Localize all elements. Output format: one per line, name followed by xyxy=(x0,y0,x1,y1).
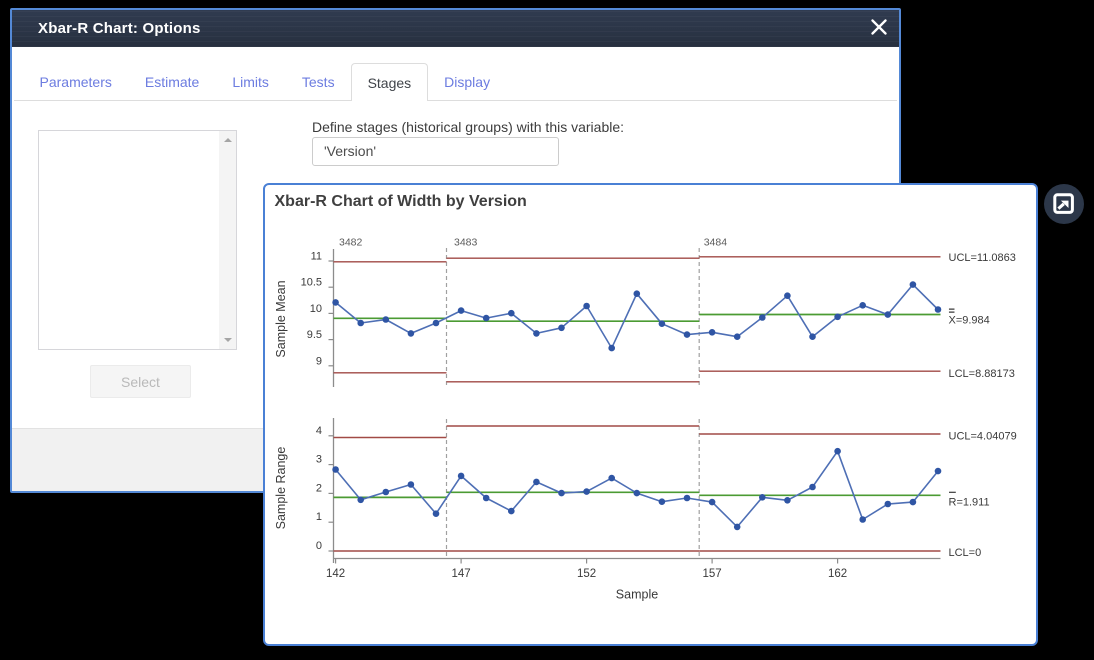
svg-text:9.5: 9.5 xyxy=(307,329,322,341)
svg-text:Sample Range: Sample Range xyxy=(274,447,288,530)
svg-text:0: 0 xyxy=(316,540,322,552)
svg-text:2: 2 xyxy=(316,482,322,494)
svg-text:9: 9 xyxy=(316,355,322,367)
svg-text:1: 1 xyxy=(316,511,322,523)
svg-text:147: 147 xyxy=(452,568,471,580)
svg-text:3483: 3483 xyxy=(454,237,478,249)
svg-text:3: 3 xyxy=(316,454,322,466)
svg-text:UCL=11.0863: UCL=11.0863 xyxy=(949,252,1016,264)
svg-text:3484: 3484 xyxy=(704,237,728,249)
svg-text:R=1.911: R=1.911 xyxy=(949,496,990,508)
svg-text:Sample: Sample xyxy=(616,588,658,602)
svg-text:152: 152 xyxy=(577,568,596,580)
svg-text:=: = xyxy=(949,306,955,318)
svg-text:3482: 3482 xyxy=(339,237,363,249)
svg-text:UCL=4.04079: UCL=4.04079 xyxy=(949,431,1017,443)
svg-text:LCL=8.88173: LCL=8.88173 xyxy=(949,368,1015,380)
svg-text:162: 162 xyxy=(828,568,847,580)
svg-text:10: 10 xyxy=(310,303,322,315)
svg-text:10.5: 10.5 xyxy=(301,277,322,289)
svg-text:Sample Mean: Sample Mean xyxy=(274,280,288,357)
svg-text:142: 142 xyxy=(326,568,345,580)
svg-text:157: 157 xyxy=(703,568,722,580)
svg-text:LCL=0: LCL=0 xyxy=(949,547,982,559)
svg-text:11: 11 xyxy=(311,251,322,263)
svg-text:X=9.984: X=9.984 xyxy=(949,315,990,327)
svg-text:4: 4 xyxy=(316,425,322,437)
